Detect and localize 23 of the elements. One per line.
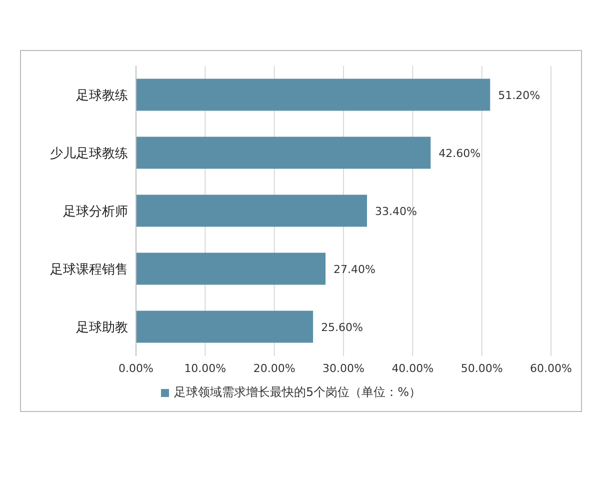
bar (136, 252, 326, 285)
y-tick-label: 足球分析师 (63, 204, 128, 220)
y-tick-label: 足球课程销售 (50, 262, 128, 278)
x-tick-label: 50.00% (460, 362, 503, 375)
x-tick-label: 30.00% (322, 362, 364, 375)
x-tick-label: 20.00% (253, 362, 296, 375)
y-tick-label: 足球助教 (76, 320, 128, 336)
x-tick-label: 60.00% (530, 362, 572, 375)
x-tick-label: 0.00% (118, 362, 154, 375)
bar (136, 194, 368, 227)
legend-label: 足球领域需求增长最快的5个岗位（单位：%） (174, 384, 422, 401)
data-label: 25.60% (321, 320, 364, 334)
bar (136, 310, 314, 343)
data-label: 33.40% (375, 204, 417, 218)
x-tick-label: 10.00% (184, 362, 226, 375)
data-label: 42.60% (438, 146, 481, 160)
x-tick-label: 40.00% (392, 362, 434, 375)
bar (136, 78, 490, 111)
bar (136, 136, 431, 169)
y-tick-label: 少儿足球教练 (50, 146, 128, 162)
y-tick-label: 足球教练 (76, 88, 128, 104)
data-label: 27.40% (334, 262, 376, 276)
data-label: 51.20% (498, 88, 540, 102)
